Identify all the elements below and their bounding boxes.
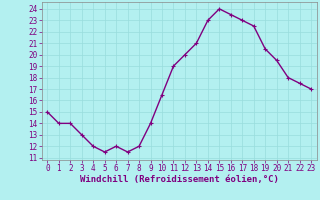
X-axis label: Windchill (Refroidissement éolien,°C): Windchill (Refroidissement éolien,°C) bbox=[80, 175, 279, 184]
